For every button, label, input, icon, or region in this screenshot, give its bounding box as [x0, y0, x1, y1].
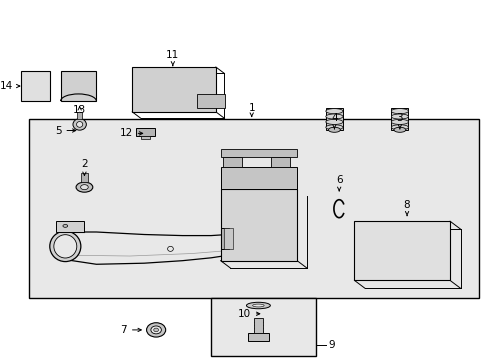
- Text: 6: 6: [335, 175, 342, 191]
- Bar: [196, 94, 225, 108]
- Bar: [56, 221, 84, 232]
- Ellipse shape: [63, 225, 67, 227]
- Bar: [270, 157, 289, 167]
- Bar: [220, 228, 229, 249]
- Text: 9: 9: [327, 340, 334, 350]
- Ellipse shape: [73, 119, 86, 130]
- Ellipse shape: [54, 235, 77, 258]
- Ellipse shape: [390, 125, 407, 130]
- Ellipse shape: [167, 246, 173, 251]
- Bar: [354, 221, 449, 280]
- Bar: [247, 333, 268, 341]
- Ellipse shape: [252, 304, 264, 307]
- Bar: [223, 157, 242, 167]
- Text: 14: 14: [0, 81, 20, 91]
- Ellipse shape: [390, 109, 407, 114]
- Bar: [254, 319, 262, 333]
- Ellipse shape: [81, 185, 88, 190]
- Bar: [141, 136, 150, 139]
- Text: 5: 5: [55, 126, 76, 135]
- Bar: [132, 67, 215, 112]
- Ellipse shape: [325, 120, 342, 125]
- Ellipse shape: [246, 302, 270, 309]
- Ellipse shape: [153, 328, 158, 332]
- Ellipse shape: [77, 122, 82, 127]
- Ellipse shape: [328, 127, 340, 132]
- Ellipse shape: [146, 323, 165, 337]
- Text: 10: 10: [238, 309, 259, 319]
- Text: 2: 2: [81, 159, 87, 175]
- Bar: [77, 112, 82, 119]
- Ellipse shape: [393, 127, 405, 132]
- Ellipse shape: [325, 109, 342, 114]
- Text: 7: 7: [120, 325, 141, 335]
- Bar: [390, 108, 407, 130]
- Bar: [61, 71, 96, 101]
- Bar: [21, 71, 49, 101]
- Bar: [29, 119, 478, 298]
- Ellipse shape: [325, 125, 342, 130]
- Bar: [211, 298, 316, 356]
- Text: 8: 8: [403, 200, 409, 216]
- Ellipse shape: [325, 114, 342, 119]
- Text: 1: 1: [248, 103, 255, 116]
- Text: 13: 13: [73, 105, 86, 115]
- Bar: [220, 149, 297, 157]
- Bar: [220, 167, 297, 189]
- Text: 12: 12: [119, 129, 142, 138]
- Ellipse shape: [151, 326, 161, 334]
- Ellipse shape: [390, 120, 407, 125]
- Text: 11: 11: [166, 50, 179, 66]
- Ellipse shape: [50, 231, 81, 262]
- Bar: [325, 108, 342, 130]
- Bar: [220, 189, 297, 261]
- Text: 4: 4: [330, 113, 337, 129]
- Ellipse shape: [76, 182, 93, 192]
- Ellipse shape: [390, 114, 407, 119]
- Bar: [81, 173, 88, 182]
- Text: 3: 3: [396, 113, 403, 129]
- Bar: [224, 228, 233, 249]
- Bar: [136, 128, 155, 136]
